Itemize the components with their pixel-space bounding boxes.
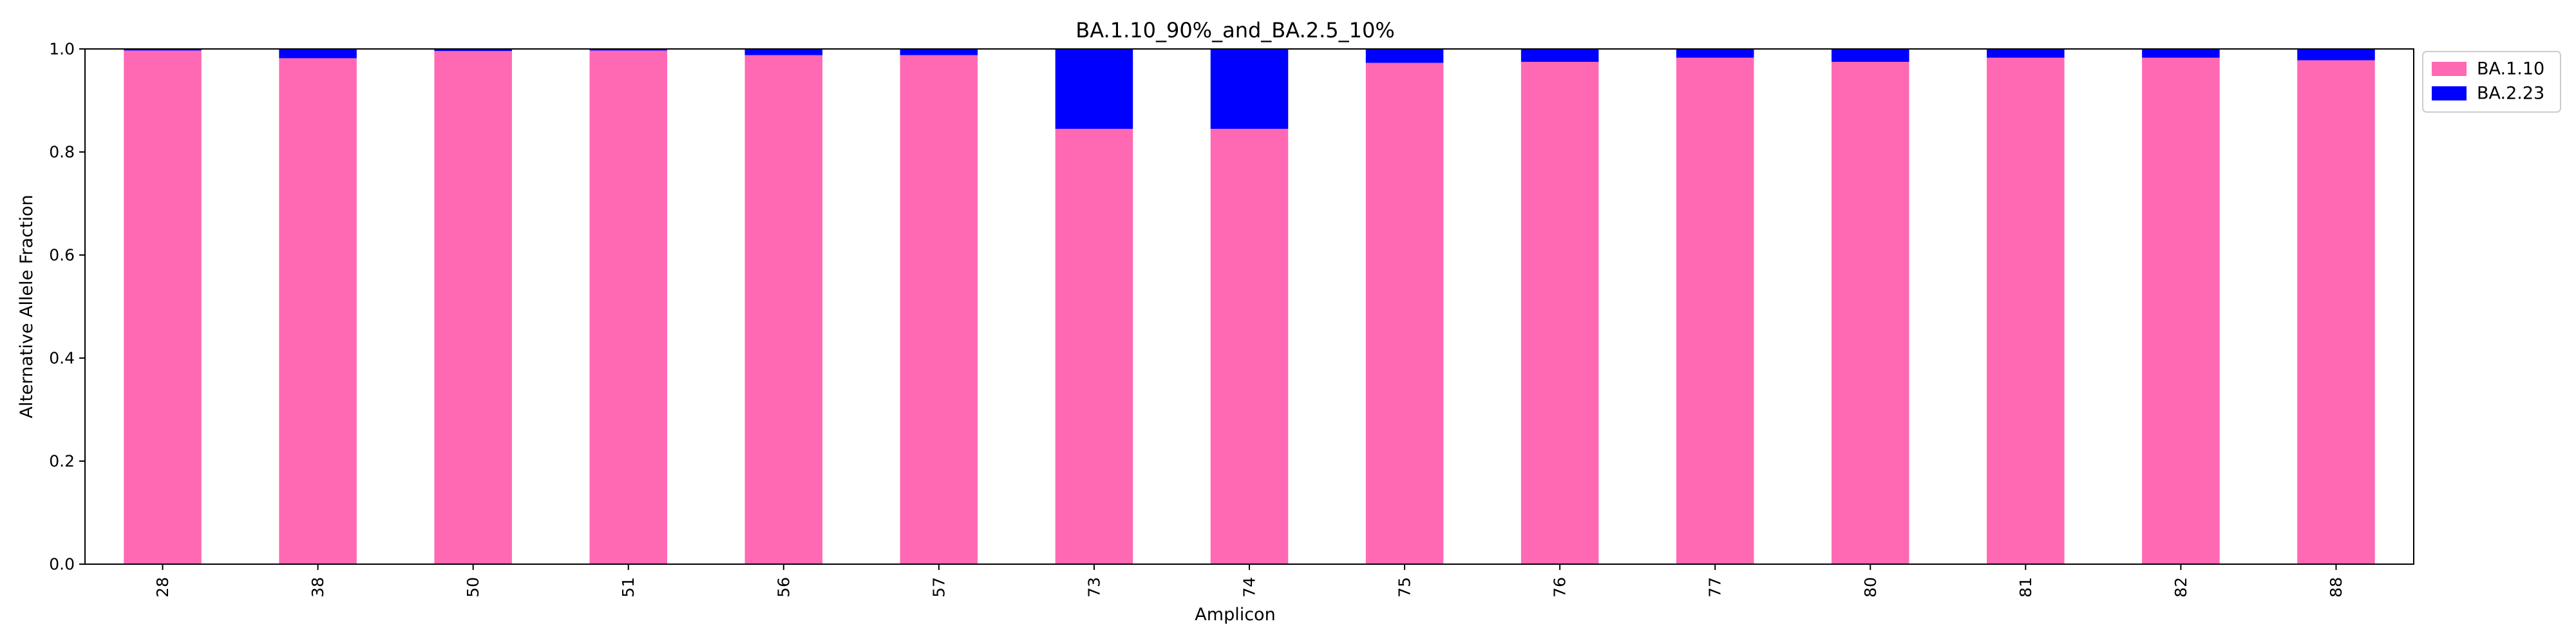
bar-BA.1.10-77 — [1676, 57, 1754, 565]
x-tick-label: 28 — [153, 577, 172, 598]
bar-BA.2.23-74 — [1210, 49, 1289, 129]
chart-title: BA.1.10_90%_and_BA.2.5_10% — [1075, 18, 1395, 43]
bar-BA.2.23-50 — [434, 49, 512, 52]
bar-BA.2.23-77 — [1676, 49, 1754, 58]
y-tick-label: 0.4 — [49, 349, 75, 368]
y-axis-label: Alternative Allele Fraction — [17, 194, 37, 418]
x-tick-label: 88 — [2327, 577, 2345, 598]
bar-BA.1.10-76 — [1520, 62, 1599, 564]
bar-BA.1.10-28 — [124, 50, 202, 564]
x-tick-label: 76 — [1551, 577, 1569, 598]
legend-swatch-BA.1.10 — [2432, 62, 2467, 76]
x-tick-label: 57 — [929, 577, 948, 598]
bar-BA.1.10-50 — [434, 51, 512, 564]
x-tick-label: 56 — [774, 577, 793, 598]
bar-BA.2.23-82 — [2142, 49, 2220, 58]
y-tick-label: 1.0 — [49, 40, 75, 59]
bar-BA.2.23-57 — [900, 49, 978, 55]
bar-BA.2.23-56 — [744, 49, 823, 55]
bar-BA.2.23-51 — [589, 49, 667, 51]
plot-area: 28 38 50 51 56 57 73 74 75 76 77 80 81 82 88 0.0 0.2 0.4 0… — [49, 40, 2414, 598]
bar-BA.1.10-73 — [1055, 129, 1133, 564]
x-tick-label: 82 — [2172, 577, 2190, 598]
legend: BA.1.10 BA.2.23 — [2422, 51, 2561, 113]
x-axis-label: Amplicon — [1195, 605, 1275, 625]
bar-BA.1.10-80 — [1832, 62, 1909, 564]
bar-BA.2.23-73 — [1055, 49, 1133, 129]
x-tick-label: 77 — [1706, 577, 1725, 598]
legend-swatch-BA.2.23 — [2432, 86, 2467, 100]
x-tick-label: 80 — [1861, 577, 1880, 598]
x-tick-label: 74 — [1240, 577, 1259, 598]
legend-label-BA.1.10: BA.1.10 — [2477, 59, 2544, 79]
bar-BA.2.23-81 — [1987, 49, 2065, 58]
bar-BA.1.10-57 — [900, 55, 978, 565]
bar-BA.1.10-38 — [279, 58, 357, 564]
x-tick-label: 51 — [619, 577, 638, 598]
bar-BA.2.23-28 — [124, 49, 202, 51]
bar-BA.2.23-38 — [279, 49, 357, 59]
bar-BA.2.23-75 — [1365, 49, 1444, 63]
y-tick-label: 0.0 — [49, 555, 75, 574]
bar-BA.1.10-88 — [2297, 60, 2375, 565]
plot-frame — [84, 48, 2414, 565]
bar-BA.2.23-88 — [2297, 49, 2375, 61]
x-tick-label: 73 — [1084, 577, 1103, 598]
x-tick-label: 50 — [464, 577, 482, 598]
y-tick-label: 0.6 — [49, 246, 75, 265]
bar-BA.2.23-80 — [1832, 49, 1909, 62]
bar-BA.1.10-81 — [1987, 57, 2065, 565]
bar-BA.2.23-76 — [1520, 49, 1599, 62]
y-tick-label: 0.2 — [49, 452, 75, 471]
x-tick-label: 38 — [308, 577, 327, 598]
x-tick-label: 75 — [1396, 577, 1414, 598]
x-tick-label: 81 — [2016, 577, 2035, 598]
y-tick-label: 0.8 — [49, 143, 75, 162]
legend-label-BA.2.23: BA.2.23 — [2477, 84, 2544, 104]
bar-BA.1.10-82 — [2142, 57, 2220, 565]
bar-BA.1.10-75 — [1365, 62, 1444, 565]
bar-BA.1.10-51 — [589, 50, 667, 564]
bar-BA.1.10-74 — [1210, 129, 1289, 564]
bar-BA.1.10-56 — [744, 55, 823, 565]
